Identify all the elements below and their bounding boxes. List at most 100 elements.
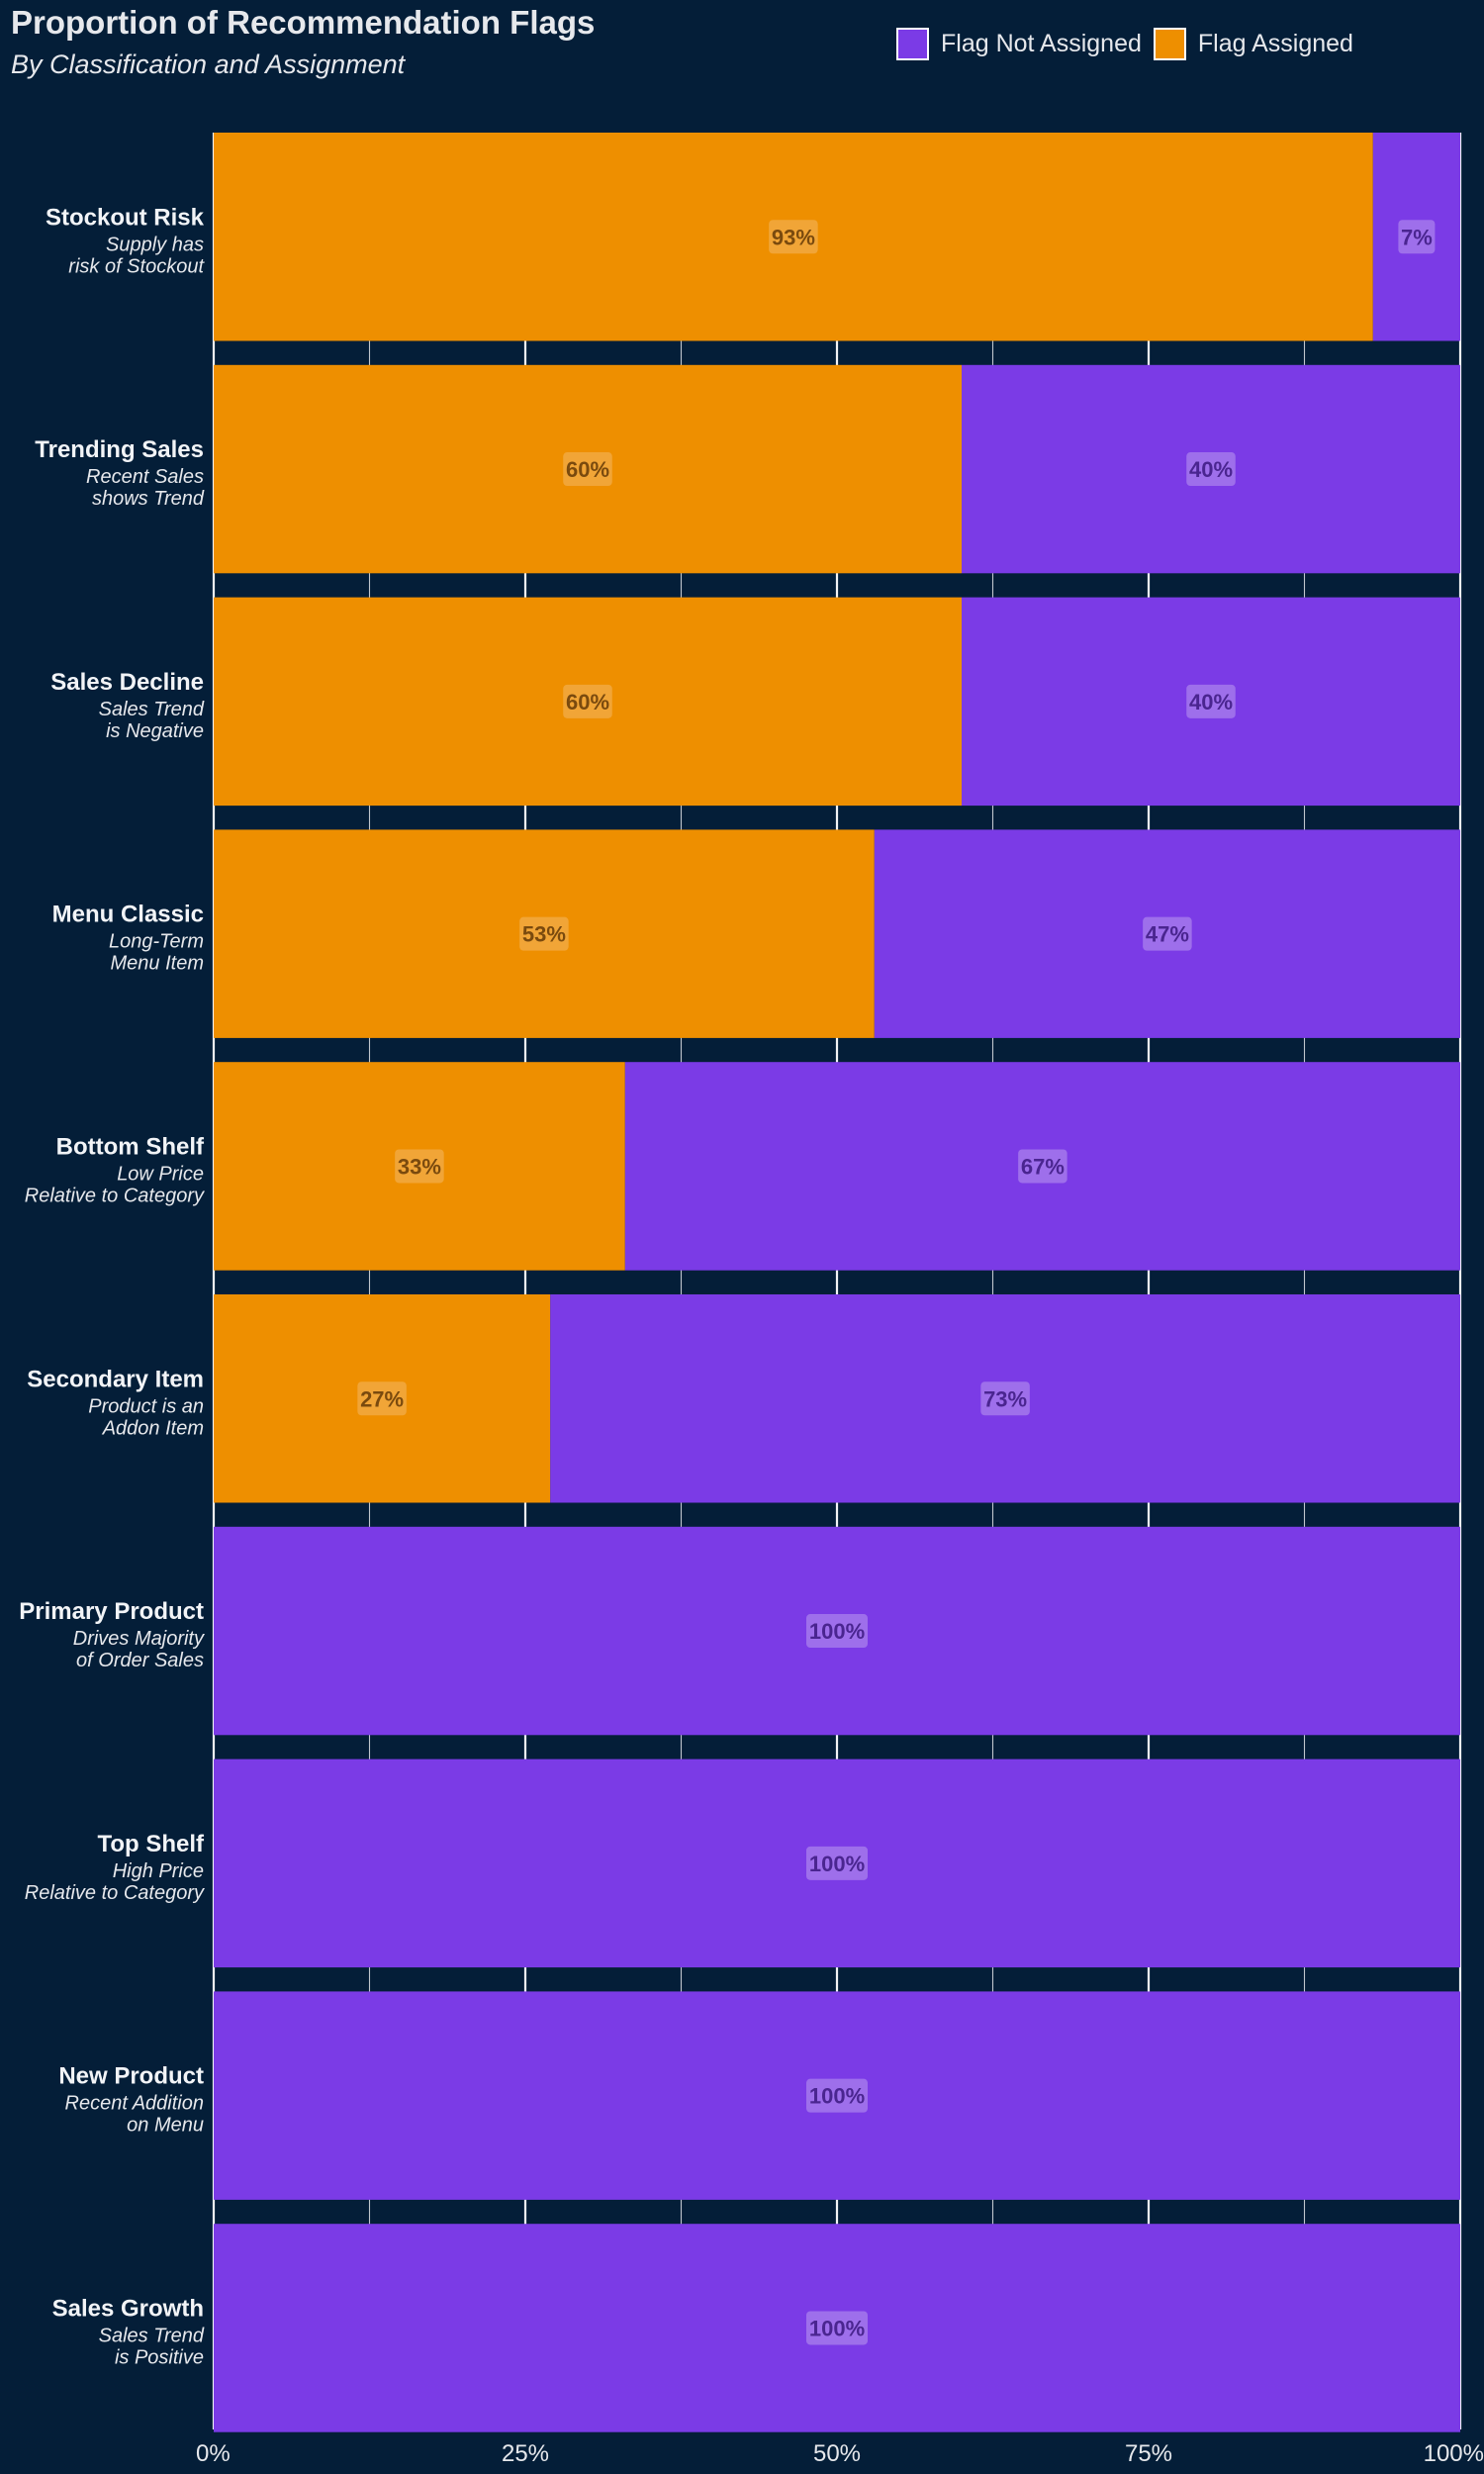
category-description: shows Trend <box>92 488 205 510</box>
bar-flag-assigned <box>214 364 962 574</box>
data-label-not-assigned-box <box>806 2311 868 2345</box>
category-description: of Order Sales <box>76 1650 204 1671</box>
bar-flag-not-assigned <box>214 1991 1460 2200</box>
bar-row: 100% <box>214 1759 1460 1968</box>
data-label-assigned-text: 27% <box>360 1386 404 1411</box>
bar-flag-assigned <box>214 133 1373 341</box>
category-description: High Price <box>113 1860 204 1882</box>
category-label: Menu Classic <box>52 902 204 928</box>
data-label-assigned-box <box>357 1381 407 1416</box>
category-description: Supply has <box>106 234 204 255</box>
category-label: New Product <box>58 2063 204 2090</box>
category-description: Menu Item <box>111 953 204 975</box>
x-tick-label: 25% <box>502 2440 549 2467</box>
bar-flag-assigned <box>214 1062 625 1271</box>
data-label-not-assigned-text: 67% <box>1021 1154 1065 1179</box>
bar-row: 93% 7% <box>214 133 1460 341</box>
data-label-not-assigned-box <box>1143 916 1192 951</box>
data-label-not-assigned-text: 40% <box>1189 457 1233 482</box>
data-label-assigned-box <box>563 452 612 487</box>
bar-flag-not-assigned <box>550 1294 1460 1503</box>
category-description: is Positive <box>115 2346 204 2368</box>
data-label-not-assigned-text: 73% <box>983 1386 1027 1411</box>
category-description: is Negative <box>106 720 204 742</box>
data-label-not-assigned-text: 100% <box>809 2316 865 2340</box>
x-tick-label: 50% <box>813 2440 861 2467</box>
legend-item-assigned: Flag Assigned <box>1153 28 1353 60</box>
category-description: on Menu <box>127 2115 204 2137</box>
category-description: risk of Stockout <box>68 255 205 277</box>
data-label-not-assigned-box <box>1186 684 1236 718</box>
bar-flag-assigned <box>214 1294 551 1503</box>
category-label: Trending Sales <box>35 436 204 463</box>
category-label: Secondary Item <box>27 1366 204 1392</box>
data-label-not-assigned-box <box>806 1614 868 1649</box>
category-description: Sales Trend <box>99 699 205 720</box>
data-label-not-assigned-text: 100% <box>809 1852 865 1876</box>
bar-flag-not-assigned <box>214 1759 1460 1968</box>
legend-swatch-assigned <box>1153 28 1186 60</box>
data-label-assigned-text: 60% <box>566 690 609 714</box>
bar-flag-not-assigned <box>874 829 1460 1038</box>
category-label: Sales Growth <box>52 2295 204 2322</box>
category-label: Primary Product <box>19 1598 204 1625</box>
category-description: Recent Addition <box>65 2093 204 2115</box>
data-label-not-assigned-box <box>1018 1149 1067 1184</box>
bar-row: 27% 73% <box>214 1294 1460 1503</box>
data-label-not-assigned-box <box>1398 220 1436 254</box>
category-label: Top Shelf <box>97 1831 205 1857</box>
x-tick-label: 100% <box>1424 2440 1484 2467</box>
bar-flag-not-assigned <box>962 597 1460 807</box>
category-description: Recent Sales <box>86 466 204 488</box>
legend-label-assigned: Flag Assigned <box>1197 30 1353 57</box>
data-label-assigned-text: 53% <box>522 922 566 947</box>
data-label-not-assigned-text: 47% <box>1146 922 1189 947</box>
chart-title: Proportion of Recommendation Flags <box>11 4 596 41</box>
bar-flag-assigned <box>214 597 962 807</box>
data-label-not-assigned-text: 40% <box>1189 690 1233 714</box>
bar-flag-not-assigned <box>1372 133 1460 341</box>
data-label-assigned-text: 60% <box>566 457 609 482</box>
data-label-assigned-box <box>395 1149 444 1184</box>
legend-item-not-assigned: Flag Not Assigned <box>896 28 1142 60</box>
category-description: Product is an <box>88 1395 204 1417</box>
category-description: Sales Trend <box>99 2325 205 2346</box>
data-label-not-assigned-box <box>1186 452 1236 487</box>
bar-row: 53% 47% <box>214 829 1460 1038</box>
data-label-assigned-box <box>563 684 612 718</box>
data-label-not-assigned-text: 100% <box>809 1619 865 1644</box>
bar-row: 100% <box>214 2224 1460 2432</box>
category-label: Stockout Risk <box>46 204 205 231</box>
category-label: Sales Decline <box>50 669 204 696</box>
category-description: Relative to Category <box>25 1185 205 1206</box>
bar-flag-not-assigned <box>624 1062 1460 1271</box>
data-label-assigned-text: 33% <box>398 1154 441 1179</box>
category-description: Low Price <box>117 1163 204 1185</box>
legend-swatch-not-assigned <box>896 28 929 60</box>
data-label-assigned-box <box>519 916 569 951</box>
category-description: Addon Item <box>102 1417 204 1439</box>
x-tick-label: 0% <box>196 2440 231 2467</box>
bar-flag-assigned <box>214 829 875 1038</box>
bar-row: 100% <box>214 1526 1460 1736</box>
bar-row: 33% 67% <box>214 1062 1460 1271</box>
x-tick-label: 75% <box>1125 2440 1172 2467</box>
bar-row: 60% 40% <box>214 597 1460 807</box>
bar-flag-not-assigned <box>214 1526 1460 1736</box>
bar-row: 100% <box>214 1991 1460 2200</box>
data-label-not-assigned-box <box>806 2078 868 2113</box>
category-description: Long-Term <box>109 931 204 953</box>
bar-row: 60% 40% <box>214 364 1460 574</box>
category-label: Bottom Shelf <box>56 1133 205 1160</box>
legend: Flag Not Assigned Flag Assigned <box>896 28 1365 60</box>
category-description: Relative to Category <box>25 1882 205 1904</box>
data-label-not-assigned-text: 7% <box>1401 225 1433 249</box>
data-label-not-assigned-box <box>806 1846 868 1880</box>
legend-label-not-assigned: Flag Not Assigned <box>941 30 1142 57</box>
data-label-not-assigned-box <box>980 1381 1030 1416</box>
bar-flag-not-assigned <box>214 2224 1460 2432</box>
category-description: Drives Majority <box>73 1628 205 1650</box>
data-label-assigned-text: 93% <box>772 225 815 249</box>
bar-flag-not-assigned <box>962 364 1460 574</box>
